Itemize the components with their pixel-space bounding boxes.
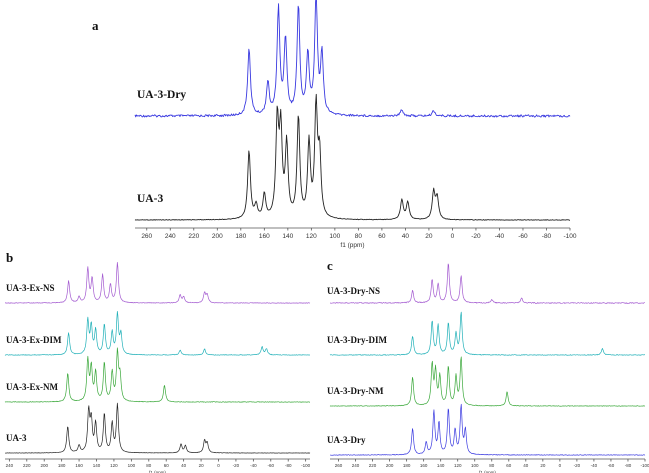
series-label-ua-3-ex-dim: UA-3-Ex-DIM — [6, 335, 62, 345]
x-tick-label: 140 — [437, 463, 445, 468]
series-label-ua-3-ex-ns: UA-3-Ex-NS — [6, 283, 55, 293]
x-tick-label: 180 — [58, 463, 66, 468]
x-tick-label: 80 — [489, 463, 495, 468]
spectrum-ua-3-dry-nm — [329, 356, 646, 407]
x-tick-label: 240 — [352, 463, 360, 468]
x-tick-label: 0 — [451, 233, 455, 240]
spectrum-ua-3-dry-dim — [329, 311, 646, 356]
spectrum-ua-3-ex-nm — [4, 347, 311, 403]
x-tick-label: 0 — [559, 463, 562, 468]
x-tick-label: -100 — [301, 463, 311, 468]
x-tick-label: 60 — [378, 233, 386, 240]
x-tick-label: -60 — [608, 463, 615, 468]
x-tick-label: -40 — [250, 463, 257, 468]
x-tick-label: -80 — [542, 233, 552, 240]
x-tick-label: 20 — [425, 233, 433, 240]
x-tick-label: 140 — [282, 233, 293, 240]
spectrum-ua-3 — [134, 93, 571, 221]
x-tick-label: 120 — [110, 463, 118, 468]
x-tick-label: 200 — [212, 233, 223, 240]
x-axis-label: f1 (ppm) — [479, 470, 496, 473]
x-tick-label: 20 — [540, 463, 546, 468]
x-tick-label: -20 — [574, 463, 581, 468]
x-tick-label: 180 — [403, 463, 411, 468]
x-tick-label: -20 — [233, 463, 240, 468]
x-tick-label: -40 — [591, 463, 598, 468]
x-tick-label: 160 — [75, 463, 83, 468]
series-label-ua-3-dry-dim: UA-3-Dry-DIM — [327, 335, 387, 345]
series-label-ua-3-ex-nm: UA-3-Ex-NM — [6, 382, 58, 392]
spectrum-ua-3-dry — [329, 403, 646, 456]
x-tick-label: -100 — [640, 463, 649, 468]
x-tick-label: 160 — [420, 463, 428, 468]
x-tick-label: 100 — [471, 463, 479, 468]
x-axis-label: f1 (ppm) — [149, 470, 166, 473]
x-tick-label: 40 — [402, 233, 410, 240]
x-tick-label: -80 — [285, 463, 292, 468]
x-tick-label: -60 — [518, 233, 528, 240]
series-label-ua-3-dry-ns: UA-3-Dry-NS — [327, 286, 380, 296]
panel-label-c: c — [327, 258, 333, 273]
x-tick-label: 100 — [329, 233, 340, 240]
x-tick-label: 180 — [235, 233, 246, 240]
x-tick-label: 240 — [6, 463, 14, 468]
x-tick-label: 160 — [259, 233, 270, 240]
x-tick-label: 200 — [386, 463, 394, 468]
spectrum-ua-3-ex-dim — [4, 311, 311, 356]
x-tick-label: 220 — [369, 463, 377, 468]
panel-label-a: a — [92, 18, 99, 33]
x-tick-label: 120 — [306, 233, 317, 240]
series-label-ua-3: UA-3 — [6, 433, 27, 443]
series-label-ua-3-dry: UA-3-Dry — [327, 435, 366, 445]
x-tick-label: 40 — [181, 463, 187, 468]
series-label-ua-3-dry-nm: UA-3-Dry-NM — [327, 386, 384, 396]
x-tick-label: 260 — [335, 463, 343, 468]
x-tick-label: 220 — [23, 463, 31, 468]
spectrum-ua-3 — [4, 402, 311, 454]
x-tick-label: -80 — [625, 463, 632, 468]
x-tick-label: 140 — [93, 463, 101, 468]
x-tick-label: 0 — [217, 463, 220, 468]
x-tick-label: -60 — [268, 463, 275, 468]
spectrum-ua-3-ex-ns — [4, 262, 311, 304]
x-tick-label: 80 — [146, 463, 152, 468]
panel-c-spectra: UA-3-Dry-NS UA-3-Dry-DIM UA-3-Dry-NM UA-3-D… — [327, 263, 649, 473]
x-tick-label: 220 — [188, 233, 199, 240]
panel-b-spectra: UA-3-Ex-NS UA-3-Ex-DIM UA-3-Ex-NM UA-3 240 22… — [4, 262, 311, 473]
spectrum-ua-3-dry-ns — [329, 263, 646, 304]
x-tick-label: 60 — [506, 463, 512, 468]
x-axis-label: f1 (ppm) — [340, 242, 364, 249]
x-tick-label: 260 — [141, 233, 152, 240]
panel-label-b: b — [6, 250, 13, 265]
x-tick-label: 240 — [165, 233, 176, 240]
spectrum-ua-3-dry — [134, 0, 571, 118]
x-tick-label: 40 — [523, 463, 529, 468]
x-tick-label: 80 — [355, 233, 363, 240]
series-label-ua-3: UA-3 — [137, 193, 163, 205]
x-tick-label: 120 — [454, 463, 462, 468]
x-tick-label: 60 — [164, 463, 170, 468]
series-label-ua-3-dry: UA-3-Dry — [137, 89, 186, 101]
x-tick-label: -40 — [495, 233, 505, 240]
x-tick-label: 100 — [128, 463, 136, 468]
x-tick-label: -20 — [471, 233, 481, 240]
x-tick-label: 20 — [199, 463, 205, 468]
x-tick-label: -100 — [563, 233, 576, 240]
x-tick-label: 200 — [40, 463, 48, 468]
